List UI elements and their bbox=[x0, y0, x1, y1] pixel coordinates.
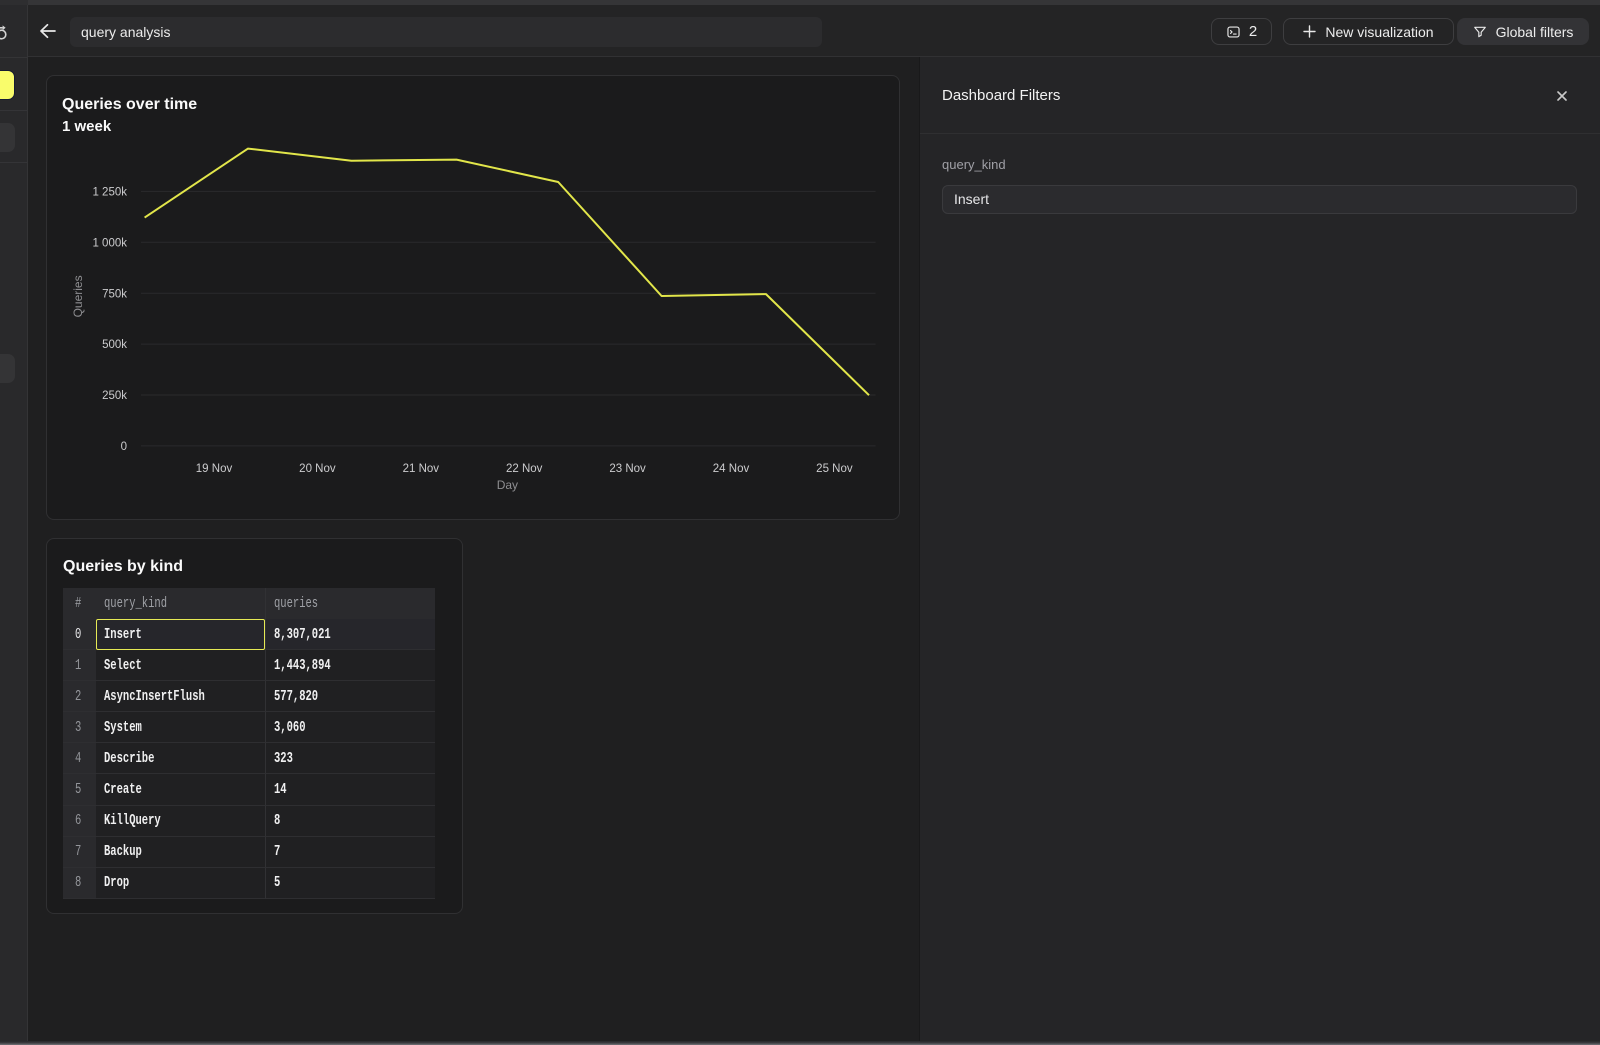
svg-text:20 Nov: 20 Nov bbox=[299, 463, 336, 475]
svg-text:250k: 250k bbox=[102, 390, 127, 402]
svg-text:0: 0 bbox=[121, 441, 127, 453]
svg-text:1 250k: 1 250k bbox=[92, 187, 127, 199]
svg-text:24 Nov: 24 Nov bbox=[713, 463, 750, 475]
svg-text:Queries: Queries bbox=[71, 275, 85, 317]
svg-text:21 Nov: 21 Nov bbox=[403, 463, 440, 475]
svg-text:750k: 750k bbox=[102, 288, 127, 300]
svg-text:500k: 500k bbox=[102, 339, 127, 351]
svg-text:Day: Day bbox=[497, 478, 518, 492]
svg-text:19 Nov: 19 Nov bbox=[196, 463, 233, 475]
svg-text:23 Nov: 23 Nov bbox=[609, 463, 646, 475]
svg-text:1 000k: 1 000k bbox=[92, 237, 127, 249]
svg-text:25 Nov: 25 Nov bbox=[816, 463, 853, 475]
svg-text:22 Nov: 22 Nov bbox=[506, 463, 543, 475]
